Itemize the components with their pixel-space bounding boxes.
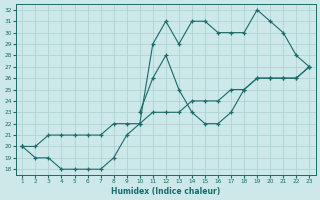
X-axis label: Humidex (Indice chaleur): Humidex (Indice chaleur): [111, 187, 220, 196]
